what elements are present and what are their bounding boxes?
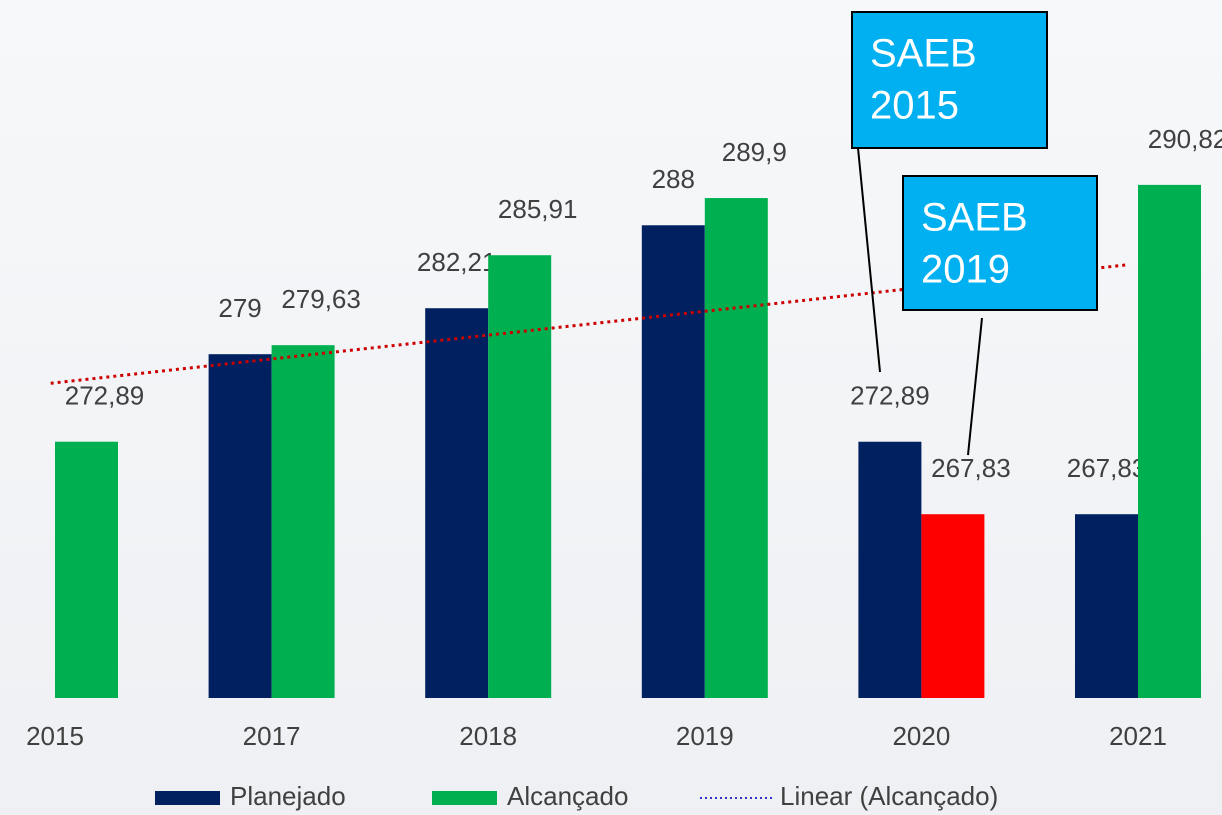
callout-text: 2015	[870, 84, 959, 128]
data-label: 267,83	[931, 453, 1011, 483]
bar	[488, 255, 552, 699]
legend-swatch	[432, 791, 497, 805]
bar	[208, 354, 272, 698]
data-label: 285,91	[498, 194, 578, 224]
legend-label: Linear (Alcançado)	[780, 781, 998, 811]
legend-swatch	[155, 791, 220, 805]
x-tick-label: 2015	[26, 721, 84, 751]
data-label: 288	[652, 164, 695, 194]
bar	[1075, 514, 1138, 698]
x-tick-label: 2019	[676, 721, 734, 751]
data-label: 289,9	[722, 137, 787, 167]
bar	[704, 198, 768, 698]
callout-text: SAEB	[921, 196, 1028, 240]
x-tick-label: 2020	[892, 721, 950, 751]
data-label: 272,89	[65, 381, 145, 411]
bar	[858, 441, 922, 698]
bar	[1138, 184, 1201, 699]
data-label: 267,83	[1067, 453, 1147, 483]
data-label: 279	[218, 293, 261, 323]
data-label: 272,89	[850, 381, 930, 411]
legend-label: Planejado	[230, 781, 346, 811]
data-label: 279,63	[281, 284, 361, 314]
callout-leader	[857, 147, 881, 373]
bar	[425, 308, 489, 698]
bar	[55, 441, 118, 698]
bar	[641, 225, 705, 698]
callout-text: 2019	[921, 248, 1010, 292]
callout-leader	[967, 317, 983, 456]
data-label: 290,82	[1148, 124, 1222, 154]
bar	[921, 514, 985, 698]
legend-label: Alcançado	[507, 781, 628, 811]
x-tick-label: 2018	[459, 721, 517, 751]
x-tick-label: 2021	[1109, 721, 1167, 751]
callout-box	[902, 175, 1098, 311]
x-tick-label: 2017	[243, 721, 301, 751]
callout-box	[851, 11, 1048, 149]
bar	[271, 345, 335, 698]
trendline	[50, 263, 1128, 385]
callout-text: SAEB	[870, 32, 977, 76]
data-label: 282,21	[417, 247, 497, 277]
